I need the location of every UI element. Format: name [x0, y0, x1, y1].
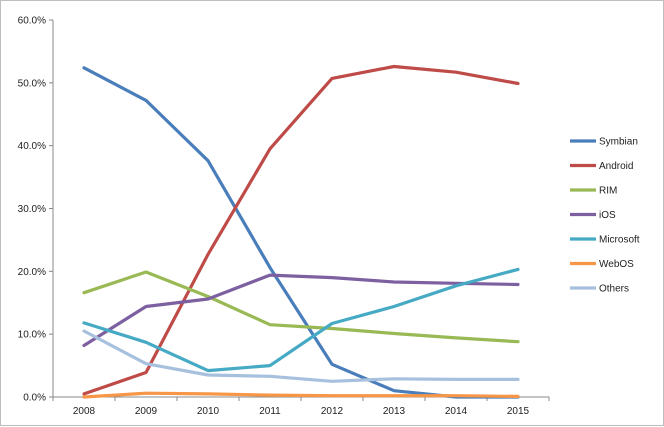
x-tick-label: 2013: [383, 406, 406, 417]
y-tick-label: 30.0%: [18, 204, 46, 215]
y-tick-label: 20.0%: [18, 267, 46, 278]
legend-label-rim: RIM: [599, 186, 617, 197]
x-tick-label: 2012: [321, 406, 344, 417]
legend-label-android: Android: [599, 161, 633, 172]
legend-label-others: Others: [599, 284, 629, 295]
y-tick-label: 40.0%: [18, 141, 46, 152]
series-line-webos: [82, 391, 520, 399]
x-tick-label: 2011: [259, 406, 281, 417]
y-tick-label: 50.0%: [18, 78, 46, 89]
y-tick-label: 0.0%: [23, 393, 46, 404]
series-line-rim: [82, 270, 520, 344]
y-tick-label: 60.0%: [18, 16, 46, 27]
legend: Symbian Android RIM iOS Microsoft WebOS Others: [570, 137, 640, 295]
series-line-others: [82, 329, 520, 383]
x-tick-label: 2008: [73, 406, 96, 417]
x-tick-label: 2015: [507, 406, 530, 417]
x-tick-label: 2009: [135, 406, 158, 417]
legend-label-symbian: Symbian: [599, 137, 638, 148]
x-tick-label: 2010: [197, 406, 220, 417]
series-line-microsoft: [82, 267, 520, 373]
chart-axes: 0.0% 10.0% 20.0% 30.0% 40.0% 50.0% 60.0% 2008 20…: [18, 16, 550, 417]
legend-label-webos: WebOS: [599, 259, 634, 270]
series-line-ios: [82, 273, 520, 348]
series-line-android: [82, 64, 520, 396]
series-line-symbian: [82, 66, 520, 399]
legend-label-ios: iOS: [599, 210, 616, 221]
series-lines: [82, 64, 520, 399]
legend-label-microsoft: Microsoft: [599, 235, 640, 246]
y-tick-label: 10.0%: [18, 330, 46, 341]
x-tick-label: 2014: [445, 406, 468, 417]
